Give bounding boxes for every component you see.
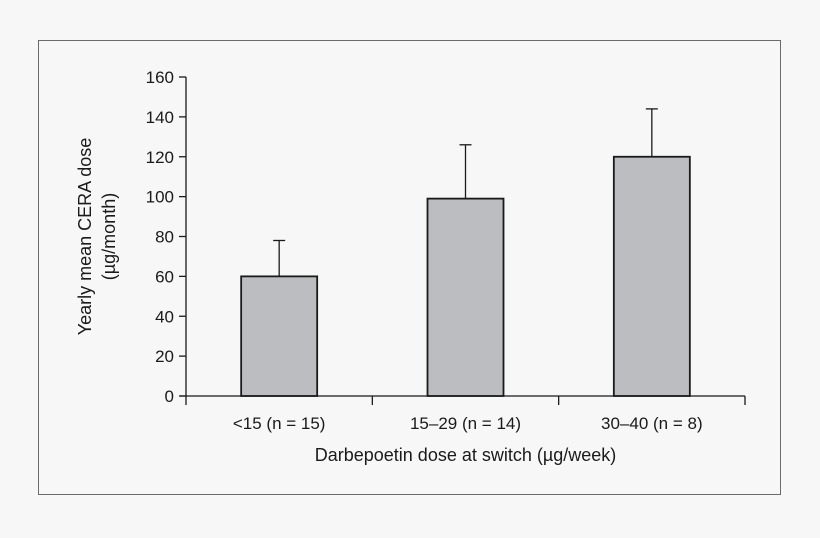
x-axis-title: Darbepoetin dose at switch (µg/week) [315, 445, 617, 465]
y-tick-label: 20 [155, 347, 174, 366]
y-tick-label: 160 [146, 68, 174, 87]
x-tick-label: <15 (n = 15) [233, 414, 326, 433]
bar [612, 155, 691, 397]
y-tick-label: 80 [155, 228, 174, 247]
axis-labels: <15 (n = 15) 15–29 (n = 14) 30–40 (n = 8) D… [75, 138, 703, 465]
bars [240, 155, 691, 397]
y-tick-label: 40 [155, 307, 174, 326]
bar [426, 197, 505, 397]
y-tick-label: 140 [146, 108, 174, 127]
y-tick-label: 120 [146, 148, 174, 167]
y-tick-label: 60 [155, 267, 174, 286]
y-axis-title-line: (µg/month) [99, 193, 119, 280]
y-tick-label: 100 [146, 188, 174, 207]
bar [240, 275, 319, 397]
y-axis-title-line: Yearly mean CERA dose [75, 138, 95, 335]
x-tick-label: 15–29 (n = 14) [410, 414, 521, 433]
y-tick-label: 0 [165, 387, 174, 406]
error-bars [273, 108, 658, 277]
x-tick-label: 30–40 (n = 8) [601, 414, 703, 433]
